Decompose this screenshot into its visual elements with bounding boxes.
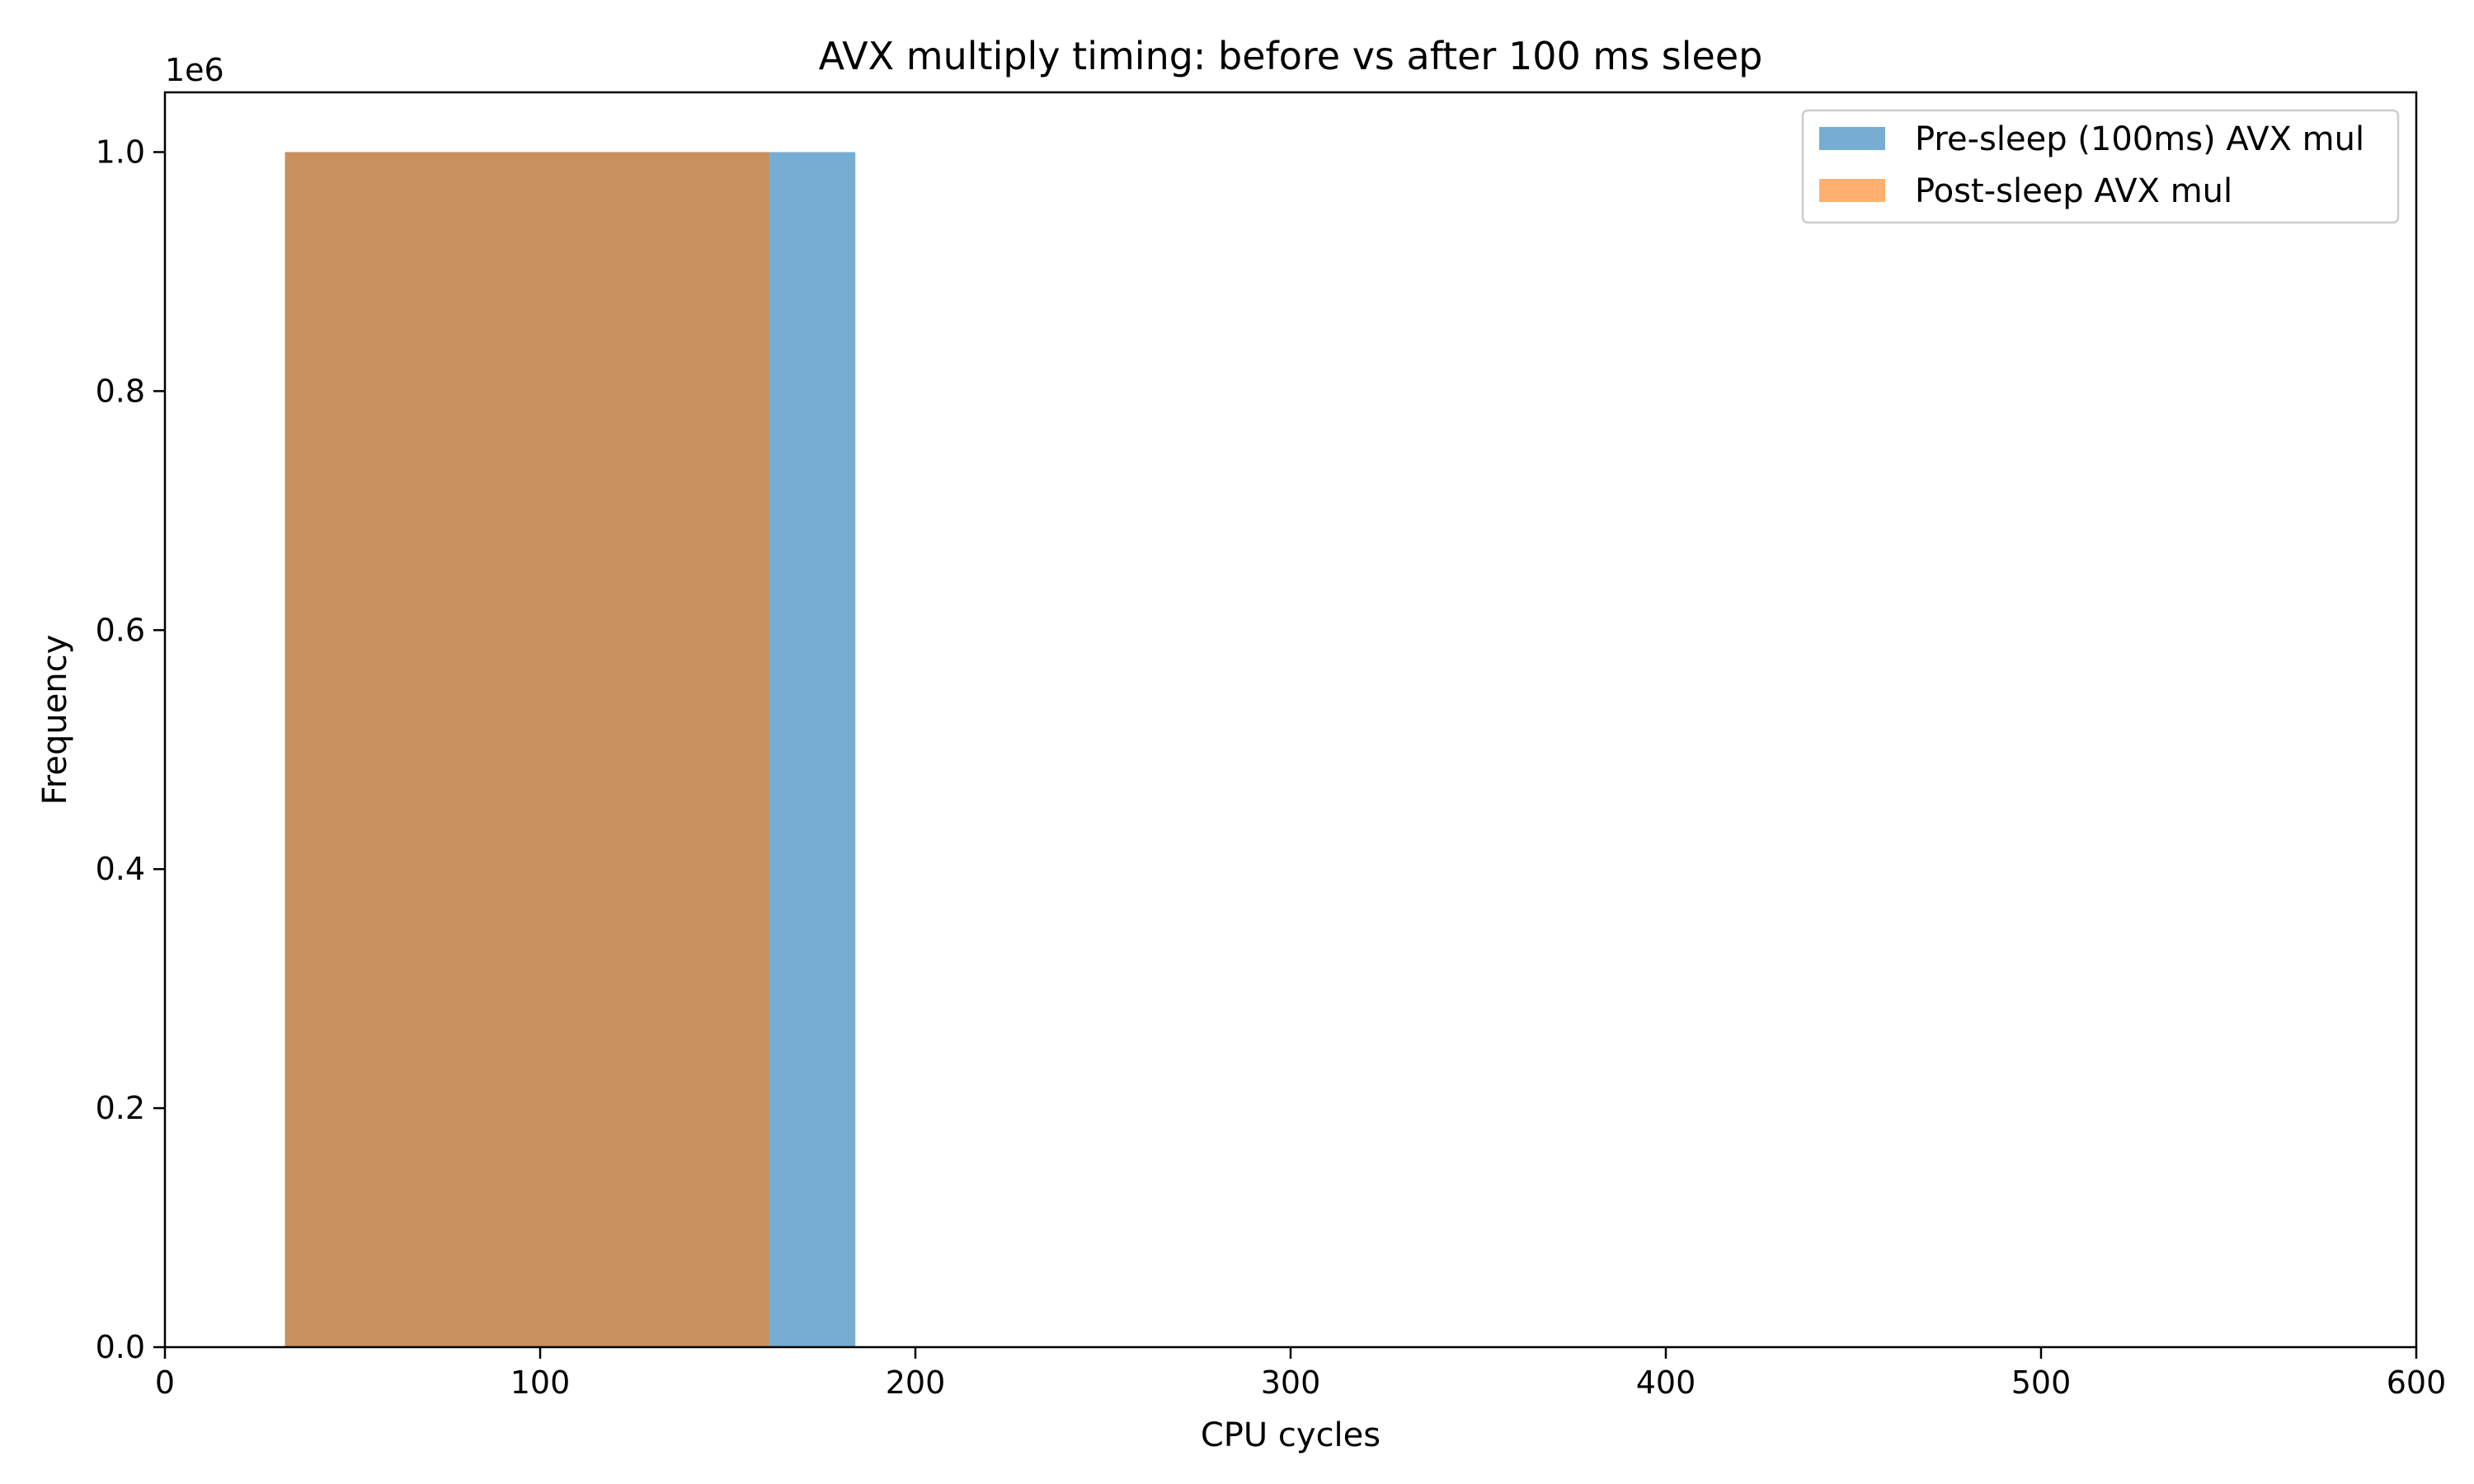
y-tick-label: 0.2 [96, 1090, 145, 1126]
x-tick-label: 300 [1261, 1364, 1321, 1401]
y-axis-ticks: 0.0 0.2 0.4 0.6 0.8 1.0 [96, 134, 165, 1365]
y-tick-label: 1.0 [96, 134, 145, 170]
y-tick-label: 0.6 [96, 612, 145, 648]
bars-layer [285, 152, 856, 1347]
legend-frame [1801, 109, 2400, 224]
x-tick-label: 500 [2011, 1364, 2072, 1401]
x-tick-label: 0 [155, 1364, 175, 1401]
x-axis-ticks: 0 100 200 300 400 500 600 [155, 1347, 2446, 1401]
x-axis-label: CPU cycles [1201, 1416, 1380, 1454]
y-tick-label: 0.0 [96, 1329, 145, 1365]
legend-label-post-sleep: Post-sleep AVX mul [1915, 172, 2232, 210]
legend-swatch-pre-sleep [1819, 127, 1885, 150]
legend: Pre-sleep (100ms) AVX mul Post-sleep AVX… [1801, 109, 2400, 224]
legend-swatch-post-sleep [1819, 179, 1885, 202]
y-tick-label: 0.4 [96, 851, 145, 887]
x-tick-label: 100 [510, 1364, 571, 1401]
x-tick-label: 400 [1636, 1364, 1696, 1401]
x-tick-label: 200 [886, 1364, 946, 1401]
y-tick-label: 0.8 [96, 373, 145, 409]
x-tick-label: 600 [2387, 1364, 2447, 1401]
y-axis-label: Frequency [36, 635, 74, 805]
legend-label-pre-sleep: Pre-sleep (100ms) AVX mul [1915, 120, 2364, 158]
histogram-bar-post-sleep [285, 152, 769, 1347]
y-offset-label: 1e6 [165, 52, 224, 88]
chart-title: AVX multiply timing: before vs after 100… [819, 34, 1763, 78]
